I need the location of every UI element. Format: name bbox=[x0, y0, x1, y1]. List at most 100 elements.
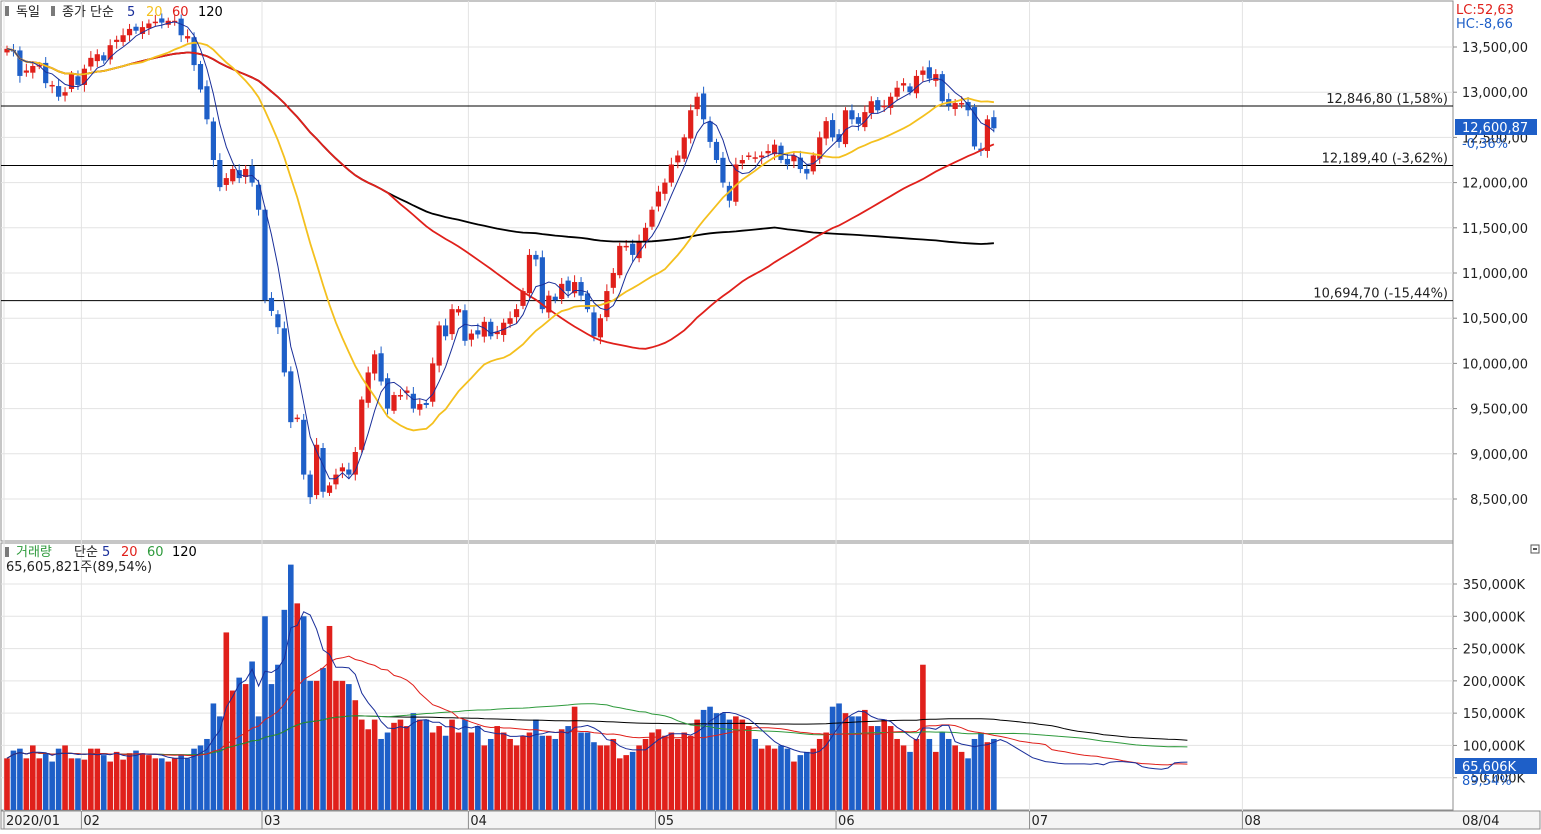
time-tick-label: 06 bbox=[838, 814, 855, 829]
candle-body bbox=[481, 321, 487, 337]
volume-bar bbox=[533, 719, 539, 810]
volume-bar bbox=[855, 716, 862, 810]
volume-bar bbox=[404, 726, 410, 810]
volume-bar bbox=[4, 758, 10, 810]
volume-tick-label: 100,000K bbox=[1463, 739, 1526, 754]
candle-body bbox=[68, 74, 75, 89]
candle-body bbox=[526, 254, 533, 294]
candle-body bbox=[507, 318, 513, 324]
volume-bar bbox=[733, 716, 739, 810]
volume-tick-label: 50,000K bbox=[1471, 772, 1525, 787]
volume-bar bbox=[700, 709, 707, 810]
volume-tick-label: 250,000K bbox=[1463, 643, 1526, 658]
volume-moving-averages bbox=[6, 611, 1188, 770]
time-tick-label: 08 bbox=[1244, 814, 1261, 829]
volume-bar bbox=[391, 722, 397, 810]
candle-body bbox=[301, 419, 307, 475]
candle-body bbox=[578, 282, 584, 296]
candle-body bbox=[771, 144, 778, 155]
candle-body bbox=[784, 158, 791, 165]
candle-body bbox=[539, 257, 545, 310]
volume-axis: 350,000K 300,000K 250,000K 200,000K 150,000K… bbox=[1453, 578, 1525, 787]
candle-body bbox=[842, 110, 849, 145]
volume-bar bbox=[288, 564, 294, 810]
candle-body bbox=[636, 241, 642, 259]
volume-bar bbox=[100, 755, 107, 810]
volume-bar bbox=[629, 751, 636, 810]
candle-body bbox=[75, 76, 81, 85]
candle-body bbox=[139, 27, 146, 34]
candle-body bbox=[688, 110, 694, 139]
volume-bar bbox=[229, 690, 236, 810]
volume-bar bbox=[126, 753, 133, 810]
volume-bar bbox=[417, 719, 423, 810]
candle-body bbox=[281, 328, 287, 373]
candle-body bbox=[610, 273, 616, 288]
candle-body bbox=[372, 354, 378, 374]
volume-ma-label: 단순 bbox=[74, 545, 98, 560]
volume-bar bbox=[862, 709, 868, 810]
volume-bar bbox=[610, 738, 617, 810]
volume-bar bbox=[584, 732, 591, 810]
candle-body bbox=[971, 107, 978, 147]
volume-bar bbox=[10, 750, 17, 810]
volume-bar bbox=[339, 680, 346, 810]
candle-body bbox=[720, 157, 726, 183]
volume-bar bbox=[668, 732, 675, 810]
time-tick-label: 03 bbox=[264, 814, 281, 829]
volume-bar bbox=[868, 726, 875, 810]
candle-body bbox=[475, 330, 481, 335]
candle-body bbox=[320, 448, 326, 492]
candle-body bbox=[217, 160, 223, 188]
volume-bar bbox=[778, 745, 784, 810]
candle-body bbox=[584, 293, 591, 310]
reference-line-label: 12,846,80 (1,58%) bbox=[1326, 92, 1448, 107]
candle-body bbox=[494, 331, 500, 335]
candle-body bbox=[907, 86, 913, 93]
vol-ma-period-60: 60 bbox=[147, 545, 164, 560]
volume-bar bbox=[249, 661, 255, 810]
candle-body bbox=[701, 93, 707, 120]
candle-body bbox=[249, 165, 255, 183]
candle-body bbox=[384, 378, 391, 409]
volume-bar bbox=[294, 603, 301, 810]
volume-bar bbox=[823, 732, 829, 810]
candle-body bbox=[443, 325, 449, 337]
candle-body bbox=[726, 185, 732, 201]
volume-bar bbox=[481, 745, 488, 810]
volume-bar bbox=[829, 706, 836, 810]
volume-bar bbox=[487, 738, 494, 810]
volume-tick-label: 150,000K bbox=[1463, 707, 1526, 722]
volume-bar bbox=[88, 748, 94, 810]
candle-body bbox=[62, 92, 68, 96]
candle-body bbox=[210, 121, 216, 160]
candle-body bbox=[120, 35, 126, 42]
volume-bar bbox=[107, 761, 113, 810]
candle-body bbox=[462, 310, 468, 341]
volume-bar bbox=[649, 732, 655, 810]
volume-bar bbox=[397, 719, 404, 810]
candle-body bbox=[146, 23, 152, 29]
volume-bar bbox=[223, 632, 230, 810]
candle-body bbox=[881, 105, 887, 108]
candle-body bbox=[191, 37, 197, 66]
volume-bar bbox=[513, 745, 520, 810]
volume-bar bbox=[546, 735, 552, 810]
volume-bar bbox=[816, 738, 823, 810]
candle-body bbox=[533, 254, 539, 260]
reference-lines: 12,846,80 (1,58%) 12,189,40 (-3,62%) 10,69… bbox=[1, 92, 1453, 302]
time-axis-bar bbox=[0, 810, 1541, 830]
volume-bar bbox=[520, 735, 526, 810]
volume-bar bbox=[242, 684, 249, 810]
candle-body bbox=[597, 318, 603, 338]
candle-body bbox=[965, 101, 971, 111]
volume-bar bbox=[217, 716, 223, 810]
volume-bar bbox=[745, 726, 752, 810]
volume-bar bbox=[475, 726, 481, 810]
price-tick-label: 9,000,00 bbox=[1470, 448, 1528, 463]
volume-bar bbox=[268, 684, 275, 810]
ma-period-60: 60 bbox=[172, 5, 189, 20]
volume-bar bbox=[881, 719, 887, 810]
candle-body bbox=[746, 155, 752, 157]
